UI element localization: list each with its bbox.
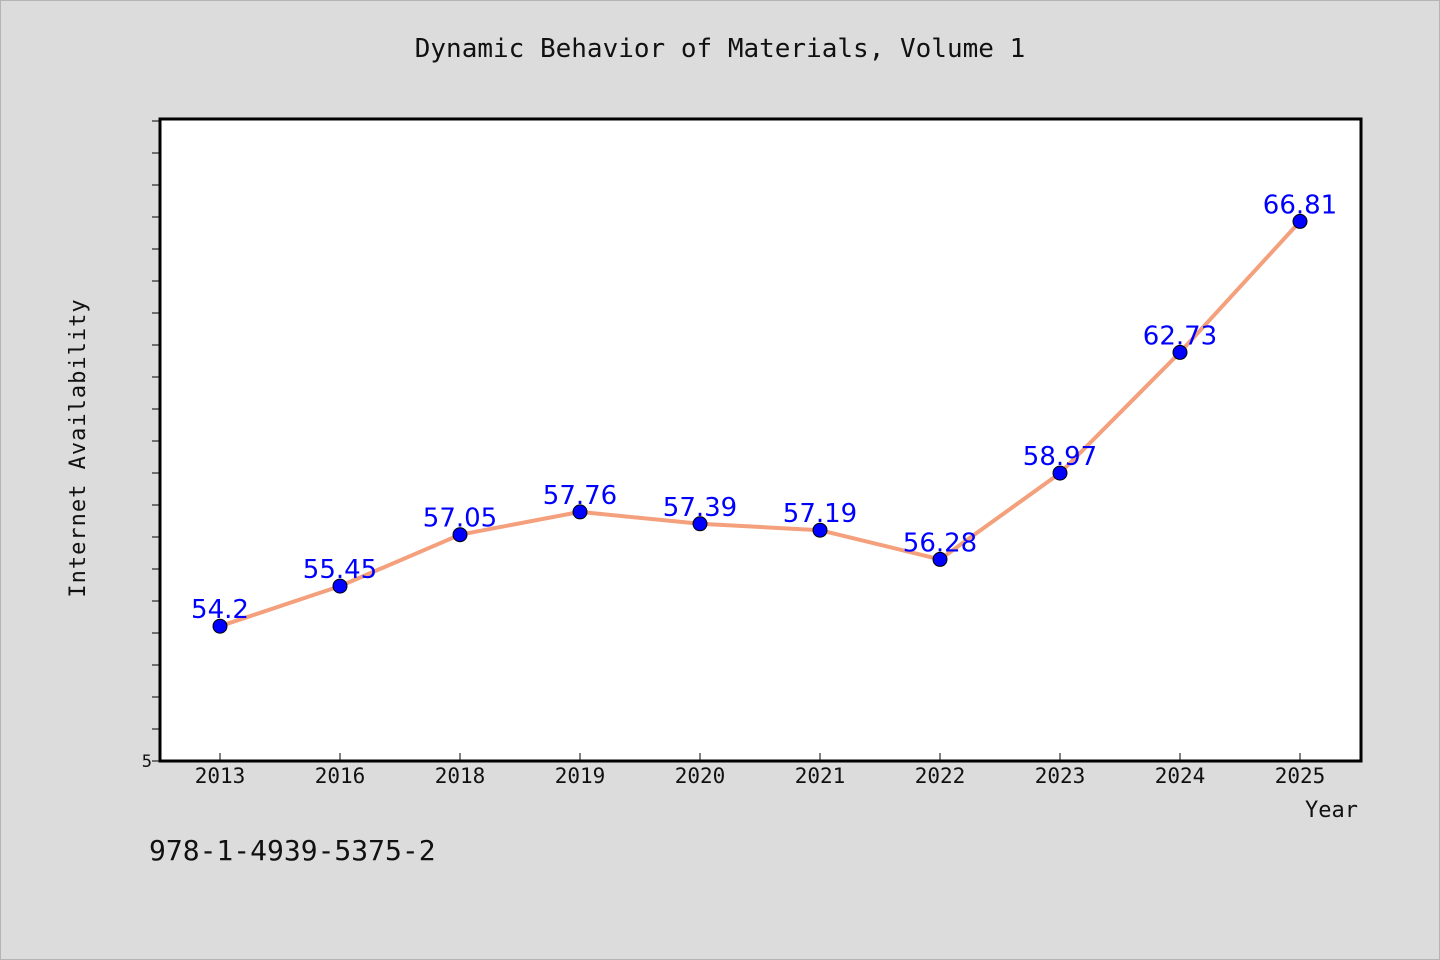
data-point [212, 618, 228, 634]
data-point [452, 527, 468, 543]
x-axis-ticks: 2013 2016 2018 2019 2020 2021 2022 2023 2024 2025 [195, 753, 1326, 788]
data-label: 62.73 [1143, 321, 1217, 351]
data-point [932, 551, 948, 567]
data-label: 57.05 [423, 504, 497, 534]
series-group: 54.2 55.45 57.05 57.76 57.39 57.19 56.28 58.97 6… [191, 190, 1337, 634]
data-label: 57.19 [783, 499, 857, 529]
x-axis-label: Year [1305, 798, 1358, 823]
data-label: 58.97 [1023, 442, 1097, 472]
plot-area [158, 117, 1363, 763]
x-tick-label: 2019 [555, 764, 606, 788]
data-point [572, 504, 588, 520]
y-axis-label: Internet Availability [66, 298, 91, 597]
chart-title: Dynamic Behavior of Materials, Volume 1 [414, 34, 1026, 64]
data-label: 57.39 [663, 493, 737, 523]
data-label: 56.28 [903, 528, 977, 558]
data-label: 57.76 [543, 481, 617, 511]
x-tick-label: 2018 [435, 764, 486, 788]
data-label: 54.2 [191, 595, 249, 625]
x-tick-label: 2020 [675, 764, 726, 788]
x-tick-label: 2013 [195, 764, 246, 788]
data-label: 66.81 [1263, 190, 1337, 220]
data-point [332, 578, 348, 594]
isbn-footer: 978-1-4939-5375-2 [149, 834, 436, 867]
data-point [692, 516, 708, 532]
x-tick-label: 2021 [795, 764, 846, 788]
x-tick-label: 2025 [1275, 764, 1326, 788]
x-tick-label: 2016 [315, 764, 366, 788]
x-tick-label: 2022 [915, 764, 966, 788]
data-point [1052, 465, 1068, 481]
data-point [812, 522, 828, 538]
data-point [1172, 344, 1188, 360]
data-label: 55.45 [303, 555, 377, 585]
x-tick-label: 2024 [1155, 764, 1206, 788]
y-axis-ticks: 5 [142, 120, 160, 772]
data-point [1292, 213, 1308, 229]
y-tick-label: 5 [142, 752, 152, 772]
x-tick-label: 2023 [1035, 764, 1086, 788]
series-line [219, 220, 1302, 629]
